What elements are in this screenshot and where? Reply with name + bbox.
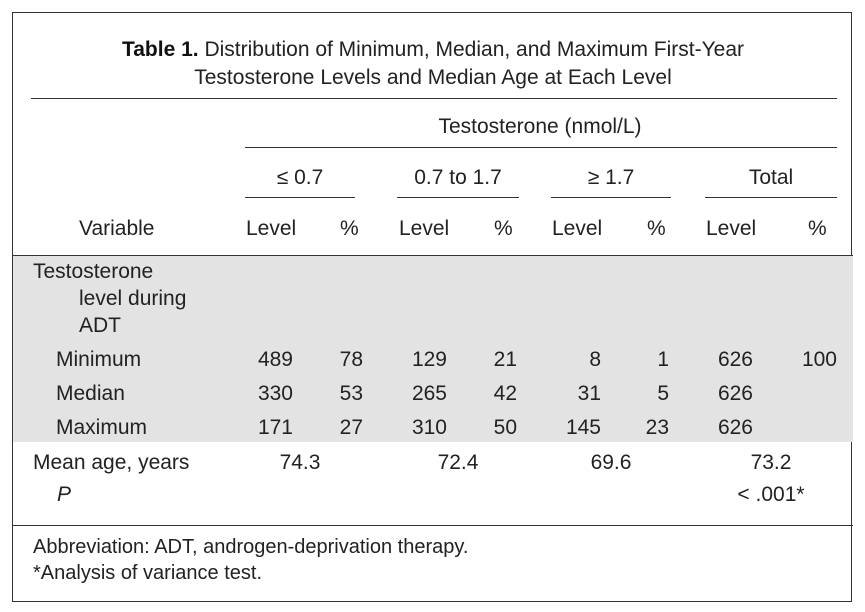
rule-band-3 <box>551 197 671 198</box>
rule-band-2 <box>397 197 519 198</box>
pct-header-3: % <box>647 217 666 240</box>
row-label: Median <box>56 382 125 405</box>
cell: 145 <box>565 416 601 439</box>
age-value-2: 72.4 <box>437 451 479 474</box>
cell: 171 <box>257 416 293 439</box>
cell: 21 <box>493 348 517 371</box>
level-header-2: Level <box>399 217 450 240</box>
rule-header <box>13 255 853 256</box>
footnote-test: *Analysis of variance test. <box>33 562 262 584</box>
cell: 626 <box>717 382 753 405</box>
variable-header: Variable <box>79 217 155 240</box>
row-label: Minimum <box>56 348 142 371</box>
rule-band-1 <box>245 197 355 198</box>
level-header-4: Level <box>706 217 757 240</box>
table-title: Table 1. Distribution of Minimum, Median… <box>13 36 853 92</box>
p-label: P <box>57 483 72 506</box>
group-header: Testosterone (nmol/L) <box>438 115 642 138</box>
cell: 78 <box>339 348 363 371</box>
title-line-2: Testosterone Levels and Median Age at Ea… <box>194 66 672 89</box>
cell: 129 <box>411 348 447 371</box>
cell: 5 <box>657 382 669 405</box>
shaded-body <box>13 256 853 442</box>
section-label-1: Testosterone <box>33 260 154 283</box>
cell: 23 <box>645 416 669 439</box>
row-label: Maximum <box>56 416 148 439</box>
rule-top <box>31 98 837 99</box>
pct-header-1: % <box>340 217 359 240</box>
cell: 100 <box>801 348 837 371</box>
age-value-3: 69.6 <box>590 451 632 474</box>
band-header-2: 0.7 to 1.7 <box>414 166 502 189</box>
level-header-3: Level <box>552 217 603 240</box>
cell: 1 <box>657 348 669 371</box>
cell: 330 <box>257 382 293 405</box>
pct-header-2: % <box>494 217 513 240</box>
rule-band-4 <box>705 197 837 198</box>
cell: 265 <box>411 382 447 405</box>
rule-bottom <box>13 525 853 526</box>
pct-header-4: % <box>808 217 827 240</box>
cell: 27 <box>339 416 363 439</box>
cell: 626 <box>717 348 753 371</box>
table-frame: Table 1. Distribution of Minimum, Median… <box>12 12 853 602</box>
table-number: Table 1. <box>121 38 199 61</box>
band-header-1: ≤ 0.7 <box>276 166 324 189</box>
cell: 42 <box>493 382 517 405</box>
cell: 53 <box>339 382 363 405</box>
band-header-3: ≥ 1.7 <box>587 166 635 189</box>
cell: 8 <box>589 348 601 371</box>
cell: 626 <box>717 416 753 439</box>
section-label-3: ADT <box>79 314 121 337</box>
cell: 310 <box>411 416 447 439</box>
p-value: < .001* <box>737 483 805 506</box>
title-line-1: Distribution of Minimum, Median, and Max… <box>204 38 745 61</box>
section-label-2: level during <box>79 287 187 310</box>
cell: 489 <box>257 348 293 371</box>
age-value-1: 74.3 <box>279 451 321 474</box>
level-header-1: Level <box>246 217 297 240</box>
age-value-4: 73.2 <box>750 451 792 474</box>
age-label: Mean age, years <box>33 451 190 474</box>
rule-group <box>245 147 837 148</box>
footnote-abbreviation: Abbreviation: ADT, androgen-deprivation … <box>33 536 469 558</box>
cell: 31 <box>577 382 601 405</box>
cell: 50 <box>493 416 517 439</box>
band-header-4: Total <box>748 166 794 189</box>
